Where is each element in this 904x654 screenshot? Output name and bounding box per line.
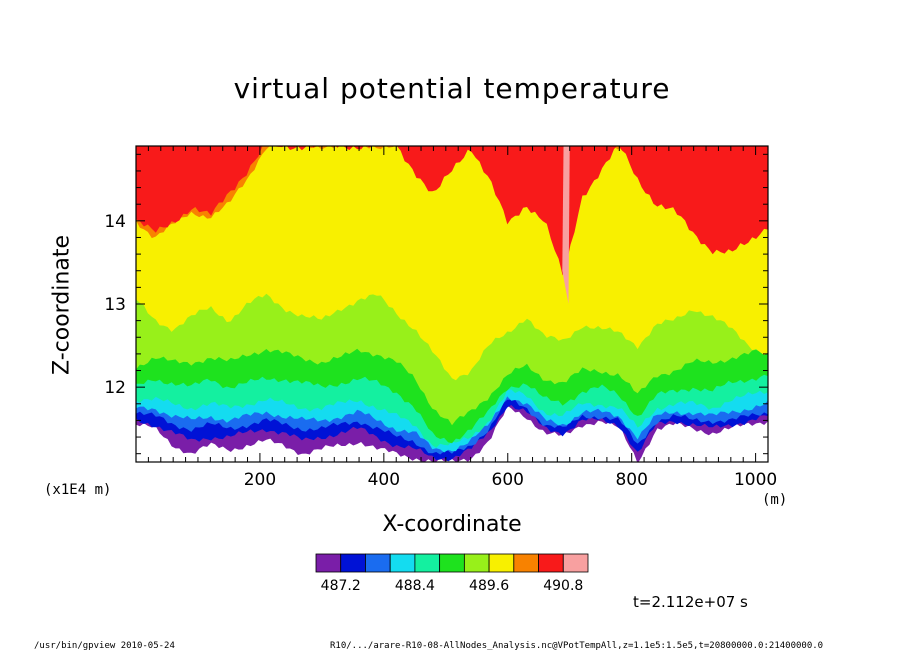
colorbar-tick-label: 488.4 bbox=[395, 578, 435, 594]
colorbar-swatch bbox=[562, 553, 589, 573]
footer-file-info: R10/.../arare-R10-08-AllNodes_Analysis.n… bbox=[330, 641, 824, 651]
contour-band-491.2 bbox=[562, 146, 570, 304]
colorbar-tick-label: 490.8 bbox=[543, 578, 583, 594]
x-tick-label: 200 bbox=[244, 470, 276, 490]
colorbar: 487.2 488.4 489.6 490.8 bbox=[315, 553, 589, 594]
x-axis-unit-label: (m) bbox=[762, 492, 788, 508]
contour-band-490.0 bbox=[136, 146, 768, 381]
x-tick-label: 600 bbox=[492, 470, 524, 490]
axes: 200 400 600 800 1000 12 13 14 bbox=[104, 145, 777, 490]
y-tick-label: 14 bbox=[104, 212, 126, 232]
x-axis-label: X-coordinate bbox=[382, 512, 522, 537]
footer-program-info: /usr/bin/gpview 2010-05-24 bbox=[34, 641, 175, 651]
time-label: t=2.112e+07 s bbox=[633, 593, 748, 611]
chart-title: virtual potential temperature bbox=[233, 72, 671, 105]
contour-band-490.8 bbox=[136, 146, 768, 276]
colorbar-swatch bbox=[315, 553, 342, 573]
colorbar-swatch bbox=[463, 553, 490, 573]
colorbar-swatch bbox=[340, 553, 366, 573]
y-tick-label: 13 bbox=[104, 295, 126, 315]
colorbar-tick-label: 487.2 bbox=[321, 578, 361, 594]
x-tick-label: 1000 bbox=[734, 470, 777, 490]
colorbar-swatch bbox=[365, 553, 391, 573]
x-tick-label: 800 bbox=[615, 470, 647, 490]
colorbar-swatch bbox=[513, 553, 539, 573]
colorbar-tick-label: 489.6 bbox=[469, 578, 509, 594]
x-tick-label: 400 bbox=[368, 470, 400, 490]
colorbar-swatch bbox=[439, 553, 465, 573]
colorbar-swatch bbox=[389, 553, 416, 573]
plot-area bbox=[136, 146, 768, 462]
colorbar-swatch bbox=[538, 553, 564, 573]
x-axis-scale-label: (x1E4 m) bbox=[44, 482, 112, 498]
colorbar-swatch bbox=[414, 553, 441, 573]
colorbar-swatch bbox=[488, 553, 515, 573]
y-tick-label: 12 bbox=[104, 378, 126, 398]
